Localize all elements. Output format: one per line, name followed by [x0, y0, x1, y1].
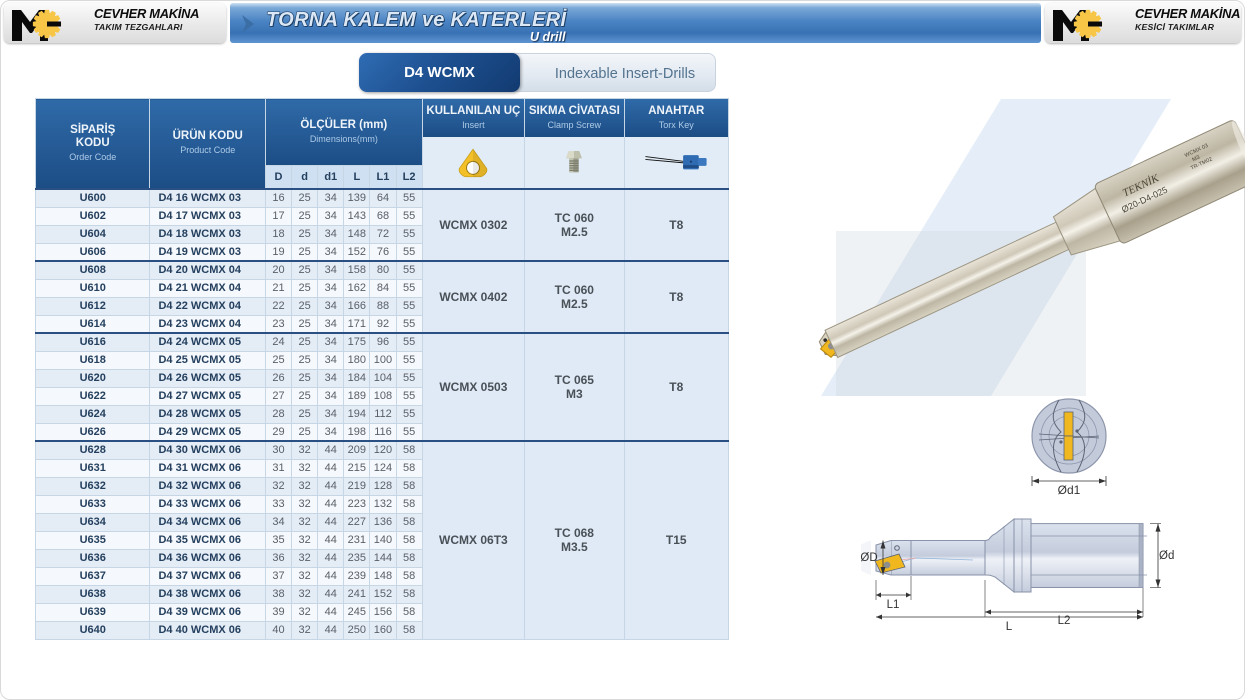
svg-text:Ød: Ød [1159, 550, 1174, 562]
svg-text:Ød1: Ød1 [1058, 483, 1081, 496]
svg-text:L: L [1006, 621, 1013, 633]
svg-text:ØD: ØD [861, 552, 878, 564]
svg-text:L1: L1 [887, 599, 900, 611]
